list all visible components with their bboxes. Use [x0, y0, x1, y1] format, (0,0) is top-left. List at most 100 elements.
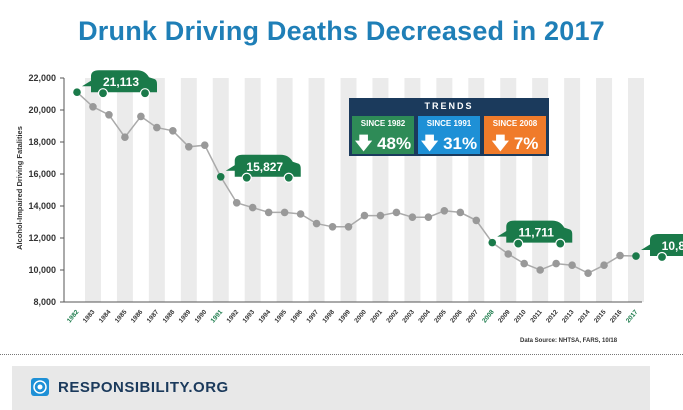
x-tick-label: 2009 — [497, 308, 512, 324]
data-point — [472, 216, 481, 225]
stripe — [244, 78, 261, 302]
x-axis: 1982 1983 1984 1985 1986 1987 1988 1989 1990 1991… — [64, 301, 642, 324]
x-tick-label: 2013 — [561, 308, 576, 324]
stripe — [180, 78, 197, 302]
x-tick-label: 1994 — [258, 308, 273, 324]
trends-panel: TRENDS SINCE 1982 🡇 48% SINCE 1991 🡇 31%… — [349, 98, 549, 156]
car-body-icon — [506, 220, 573, 243]
car-wheel-icon — [555, 238, 566, 249]
car-wheel-icon — [513, 238, 524, 249]
x-tick-label: 2006 — [449, 308, 464, 324]
x-tick-label: 2017 — [625, 308, 640, 324]
data-point — [185, 143, 193, 151]
callouts: 21,113 15,827 11,711 10,874 — [82, 70, 683, 263]
x-tick-label: 2016 — [609, 308, 624, 324]
car-wheel-icon — [283, 172, 294, 183]
data-point — [536, 266, 544, 274]
x-tick-label: 2001 — [369, 308, 384, 324]
stripe — [308, 78, 325, 302]
callout-2008: 11,711 — [497, 220, 573, 249]
car-body-icon — [650, 234, 683, 257]
x-tick-label: 1992 — [226, 308, 241, 324]
data-point — [584, 269, 592, 278]
data-point — [552, 259, 560, 268]
car-body-icon — [91, 70, 157, 93]
x-tick-label: 2014 — [577, 308, 592, 324]
data-point — [121, 133, 129, 141]
data-point — [616, 251, 624, 260]
stripe — [628, 78, 644, 302]
data-point — [424, 213, 433, 221]
x-tick-label: 2015 — [593, 308, 608, 324]
trend-label: SINCE 1982 — [360, 119, 406, 128]
x-tick-label: 1983 — [82, 308, 97, 324]
car-wheel-icon — [656, 251, 668, 263]
data-source: Data Source: NHTSA, FARS, 10/18 — [520, 338, 618, 344]
stripe — [564, 78, 581, 302]
data-point — [169, 127, 177, 135]
data-point — [153, 123, 161, 132]
callout-1991: 15,827 — [225, 154, 301, 183]
stripe — [596, 78, 613, 302]
y-tick-label: 20,000 — [28, 105, 56, 115]
trend-value: 7% — [513, 134, 539, 153]
background-stripes — [84, 78, 644, 302]
stripe — [148, 78, 165, 302]
callout-label: 15,827 — [246, 160, 283, 174]
stripe — [212, 78, 229, 302]
x-tick-label: 1991 — [210, 308, 225, 324]
down-arrow-icon: 🡇 — [491, 134, 510, 153]
stripe — [276, 78, 293, 302]
trends-title: TRENDS — [424, 101, 474, 111]
data-point — [248, 203, 257, 212]
data-point — [264, 208, 273, 217]
data-point — [137, 112, 145, 121]
divider — [0, 354, 683, 355]
x-tick-label: 2008 — [481, 308, 496, 324]
trend-value: 48% — [377, 134, 412, 153]
x-tick-label: 1990 — [194, 308, 209, 324]
x-tick-label: 2003 — [401, 308, 416, 324]
data-point — [568, 261, 576, 270]
data-point — [296, 210, 305, 218]
trend-since-1982: SINCE 1982 🡇 48% — [352, 116, 414, 154]
data-point — [408, 213, 417, 221]
car-wheel-icon — [97, 88, 109, 99]
data-point — [89, 103, 97, 111]
callout-label: 21,113 — [103, 75, 139, 89]
x-tick-label: 2010 — [513, 308, 528, 324]
data-point — [360, 211, 369, 220]
trend-label: SINCE 2008 — [492, 119, 538, 128]
x-tick-label: 1993 — [242, 308, 257, 324]
x-tick-label: 1982 — [66, 308, 81, 324]
data-point — [456, 208, 465, 217]
x-tick-label: 1996 — [289, 308, 304, 324]
y-tick-label: 14,000 — [28, 201, 56, 211]
y-axis: 8,000 10,000 12,000 14,000 16,000 18,000 20,00… — [28, 73, 65, 307]
y-tick-label: 12,000 — [28, 233, 56, 243]
stripe — [84, 78, 101, 302]
x-tick-label: 1997 — [305, 308, 320, 324]
car-wheel-icon — [139, 88, 151, 99]
y-tick-label: 8,000 — [33, 297, 56, 307]
data-point — [328, 223, 337, 231]
y-tick-label: 22,000 — [28, 73, 56, 83]
data-point — [440, 207, 449, 215]
chart-title: Drunk Driving Deaths Decreased in 2017 — [78, 16, 605, 46]
x-tick-label: 1998 — [321, 308, 336, 324]
trend-label: SINCE 1991 — [426, 119, 472, 128]
data-point — [488, 238, 497, 247]
x-tick-label: 1986 — [130, 308, 145, 324]
data-point — [344, 223, 353, 231]
data-point — [600, 261, 608, 270]
x-tick-label: 2011 — [529, 308, 544, 324]
x-tick-label: 2012 — [545, 308, 560, 324]
callout-label: 10,874 — [662, 239, 683, 253]
data-point — [73, 88, 81, 96]
x-tick-label: 2005 — [433, 308, 448, 324]
data-point — [632, 252, 640, 260]
footer: RESPONSIBILITY.ORG — [12, 366, 650, 410]
y-tick-label: 18,000 — [28, 137, 56, 147]
trend-since-1991: SINCE 1991 🡇 31% — [418, 116, 480, 154]
x-tick-label: 1984 — [98, 308, 113, 324]
